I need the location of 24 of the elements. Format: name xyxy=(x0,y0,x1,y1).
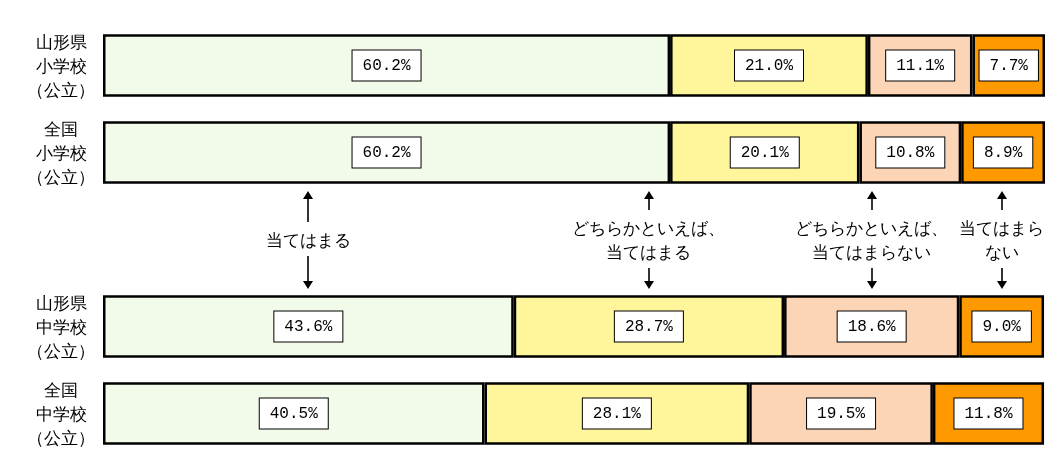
data-label: 21.0% xyxy=(744,56,794,75)
y-tick-label: 山形県小学校（公立） xyxy=(27,31,95,100)
y-tick-label: 山形県中学校（公立） xyxy=(27,292,95,361)
legend-label: 当てはまる xyxy=(265,229,351,250)
data-label: 43.6% xyxy=(284,317,333,336)
legend-label: 当てはまらない xyxy=(959,217,1045,262)
legend-label: どちらかといえば、当てはまる xyxy=(572,217,726,262)
data-label: 20.1% xyxy=(740,143,790,162)
data-label: 28.7% xyxy=(624,317,674,336)
data-label: 11.1% xyxy=(896,56,945,75)
y-tick-label: 全国中学校（公立） xyxy=(27,379,95,448)
data-label: 10.8% xyxy=(886,143,935,162)
data-label: 8.9% xyxy=(983,143,1023,162)
legend-label: どちらかといえば、当てはまらない xyxy=(795,217,949,262)
data-label: 18.6% xyxy=(847,317,897,336)
y-tick-label: 全国小学校（公立） xyxy=(27,118,95,187)
data-label: 11.8% xyxy=(964,404,1013,423)
data-label: 7.7% xyxy=(989,56,1029,75)
data-label: 28.1% xyxy=(592,404,642,423)
data-label: 19.5% xyxy=(817,404,866,423)
data-label: 60.2% xyxy=(362,56,411,75)
data-label: 60.2% xyxy=(362,143,411,162)
data-label: 40.5% xyxy=(269,404,319,423)
data-label: 9.0% xyxy=(982,317,1022,336)
